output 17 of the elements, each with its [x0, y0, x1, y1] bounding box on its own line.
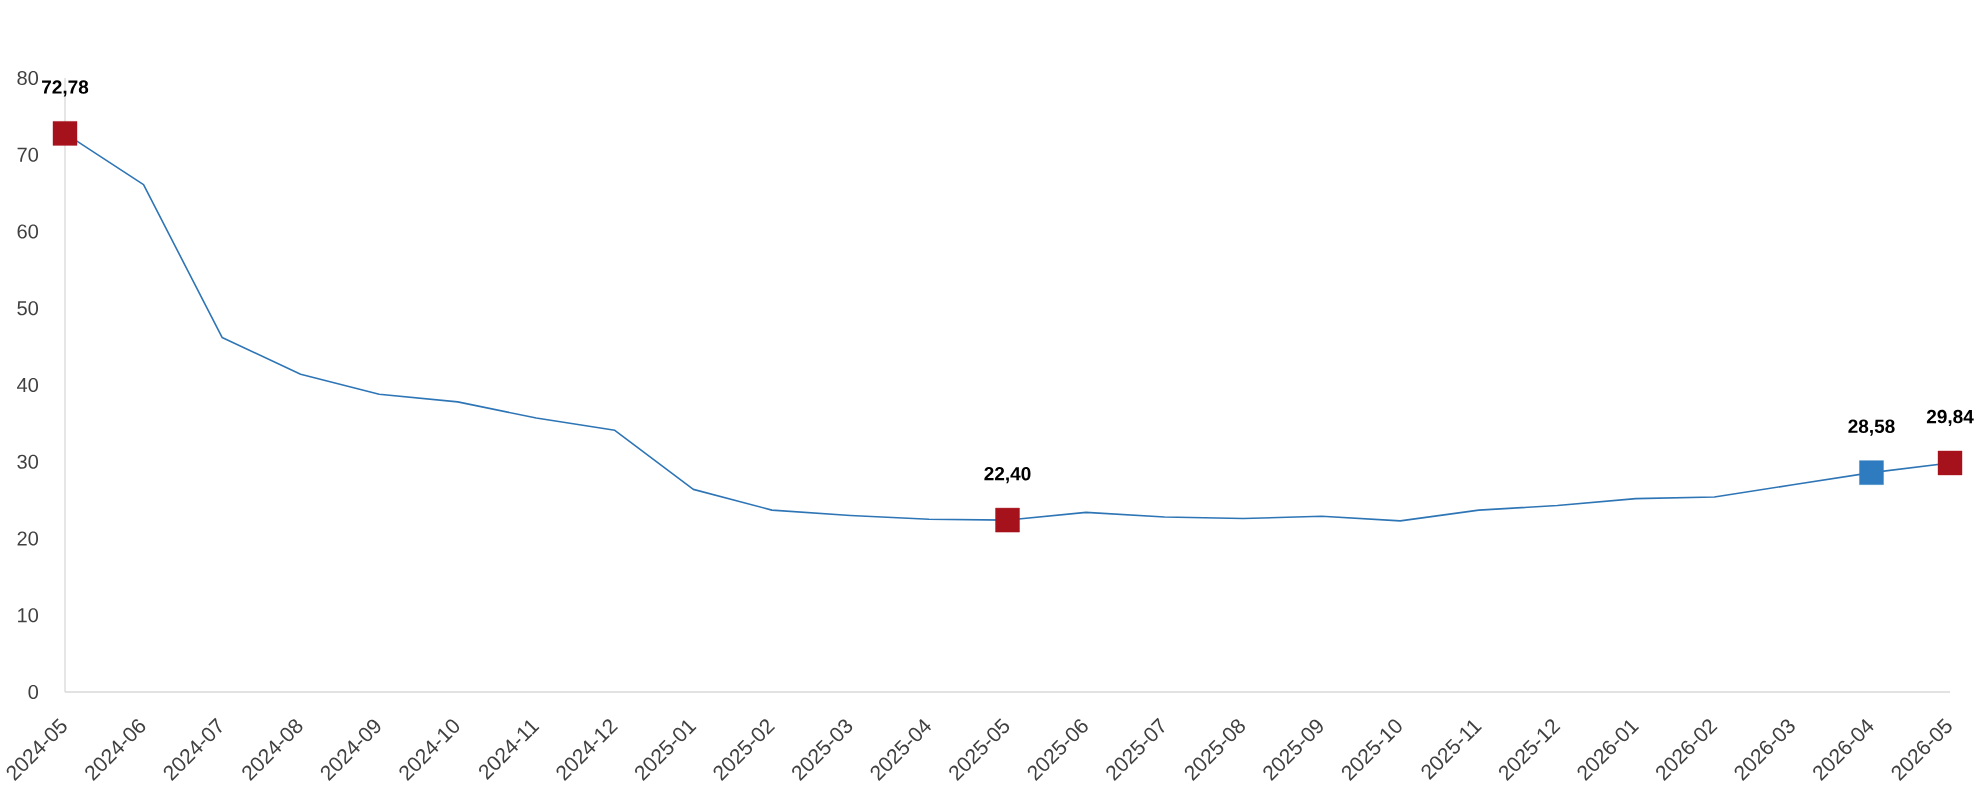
y-tick-label: 20 [17, 531, 39, 546]
data-label: 28,58 [1848, 419, 1895, 436]
y-tick-label: 80 [17, 70, 39, 86]
point [52, 121, 78, 146]
data-label: 22,40 [984, 466, 1031, 484]
y-tick-label: 10 [18, 608, 39, 623]
y-tick-label: 30 [17, 454, 39, 469]
data-label: 72,78 [42, 80, 89, 97]
point [1859, 460, 1884, 485]
data-label: 29,84 [1926, 409, 1974, 427]
y-tick-label: 50 [17, 301, 39, 316]
point [1937, 450, 1963, 476]
y-tick-label: 60 [17, 224, 39, 239]
y-tick-label: 70 [17, 147, 39, 162]
y-tick-label: 40 [17, 377, 39, 393]
point [995, 507, 1020, 533]
y-tick-label: 0 [28, 684, 39, 700]
